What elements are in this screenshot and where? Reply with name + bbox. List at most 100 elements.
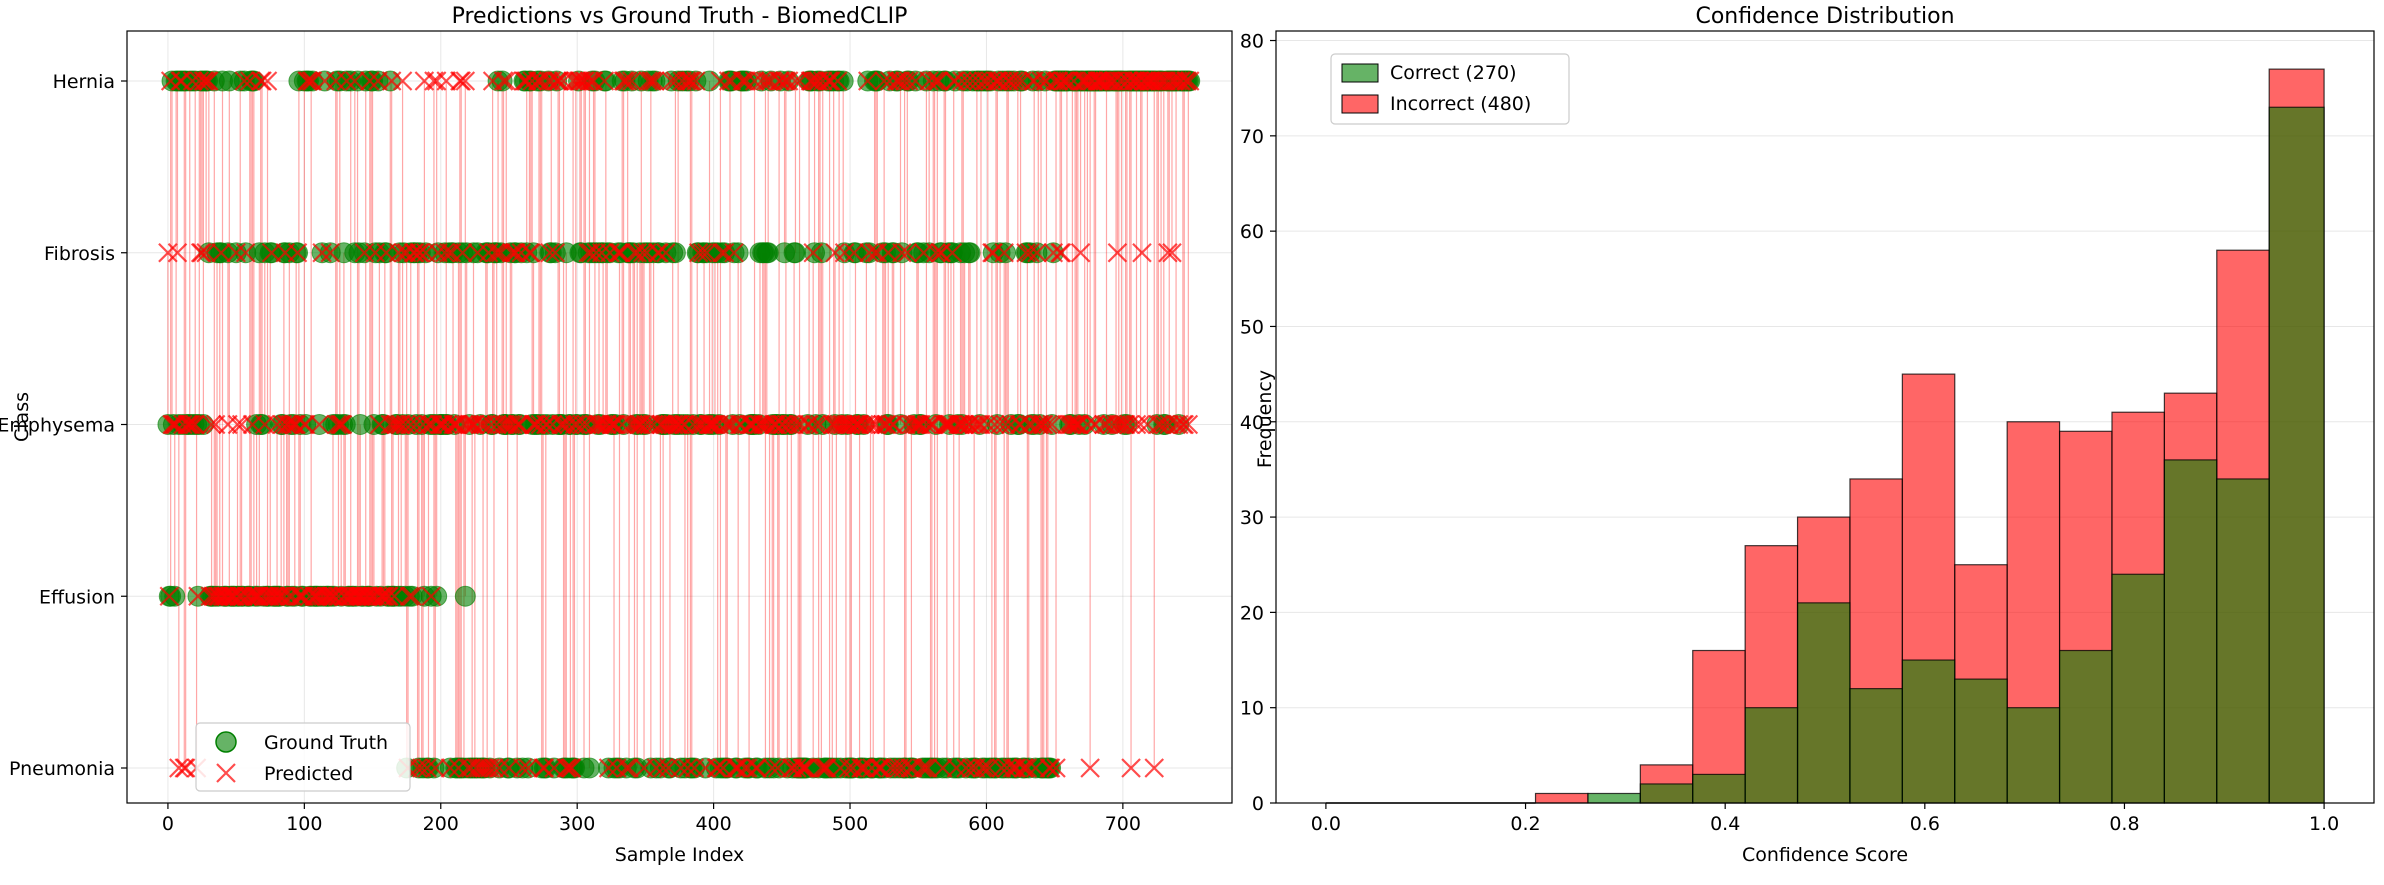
predicted-x-mark (1132, 242, 1152, 263)
predicted-x-mark (972, 758, 993, 778)
predicted-point (425, 758, 446, 778)
predicted-x-mark (521, 242, 541, 263)
predicted-x-mark (1040, 758, 1061, 778)
predicted-point (575, 71, 596, 91)
predicted-point (501, 242, 522, 263)
predicted-x-mark (1171, 71, 1192, 91)
predicted-x-mark (575, 71, 596, 91)
predicted-x-mark (549, 71, 570, 91)
legend-correct-label: Correct (270) (1390, 62, 1516, 84)
right-chart-title: Confidence Distribution (1695, 4, 1954, 29)
predicted-point (319, 586, 339, 607)
predicted-point (834, 242, 855, 263)
predicted-x-mark (672, 71, 693, 91)
predicted-point (1008, 71, 1028, 91)
predicted-x-mark (586, 242, 607, 263)
predicted-x-mark (379, 586, 399, 607)
predicted-point (1147, 71, 1167, 91)
predicted-point (682, 71, 702, 91)
ground-truth-point (578, 757, 600, 779)
predicted-x-mark (956, 758, 976, 778)
predicted-point (332, 414, 353, 435)
predicted-point (905, 71, 926, 91)
ground-truth-point (832, 70, 854, 92)
predicted-point (360, 71, 380, 91)
predicted-point (787, 758, 807, 778)
predicted-x-mark (915, 758, 935, 778)
predicted-point (692, 242, 713, 263)
y-tick-label: 50 (1240, 316, 1264, 338)
predicted-x-mark (1144, 758, 1165, 778)
predicted-point (278, 414, 298, 435)
predicted-point (1130, 414, 1151, 435)
predicted-x-mark (605, 414, 626, 435)
predicted-x-mark (440, 758, 461, 778)
predicted-x-mark (692, 242, 713, 263)
predicted-point (995, 414, 1016, 435)
predicted-point (859, 242, 879, 263)
predicted-point (916, 414, 937, 435)
predicted-point (485, 242, 506, 263)
predicted-point (199, 71, 219, 91)
predicted-x-mark (435, 242, 455, 263)
predicted-point (510, 414, 530, 435)
predicted-point (724, 242, 744, 263)
predicted-point (537, 414, 557, 435)
predicted-point (611, 242, 631, 263)
predicted-point (645, 71, 665, 91)
y-tick-label: Hernia (53, 71, 115, 93)
correct-bar (2268, 106, 2325, 804)
predicted-point (417, 758, 437, 778)
predicted-point (451, 71, 472, 91)
predicted-point (387, 414, 407, 435)
predicted-x-mark (591, 242, 612, 263)
predicted-x-mark (817, 758, 837, 778)
predicted-x-mark (531, 71, 552, 91)
predicted-point (933, 758, 953, 778)
right-x-ticks: 0.0 0.2 0.4 0.6 0.8 1.0 (1311, 803, 2339, 835)
predicted-x-mark (1048, 71, 1069, 91)
predicted-point (1171, 71, 1192, 91)
predicted-point (767, 758, 788, 778)
predicted-point (455, 71, 476, 91)
predicted-point (827, 71, 848, 91)
predicted-x-mark (360, 71, 380, 91)
correct-bar (2163, 459, 2218, 804)
predicted-x-mark (345, 71, 365, 91)
right-axes-frame (1275, 30, 2375, 804)
predicted-point (901, 414, 922, 435)
predicted-point (1121, 758, 1141, 778)
predicted-point (714, 242, 735, 263)
predicted-point (852, 758, 873, 778)
predicted-point (518, 758, 538, 778)
predicted-point (531, 71, 552, 91)
predicted-x-mark (1178, 414, 1199, 435)
predicted-x-mark (1159, 414, 1180, 435)
predicted-x-mark (226, 242, 246, 263)
predicted-point (803, 242, 823, 263)
predicted-x-mark (1169, 414, 1189, 435)
predicted-point (919, 71, 939, 91)
predicted-point (1043, 242, 1064, 263)
predicted-point (594, 71, 615, 91)
predicted-x-mark (707, 758, 728, 778)
y-tick-label: 0 (1252, 793, 1264, 815)
predicted-point (975, 758, 995, 778)
predicted-point (912, 758, 933, 778)
y-tick-label: 70 (1240, 126, 1264, 148)
predicted-point (1080, 758, 1100, 778)
predicted-point (511, 242, 532, 263)
predicted-point (890, 71, 911, 91)
predicted-point (158, 242, 178, 263)
predicted-x-mark (890, 71, 911, 91)
predicted-x-mark (218, 414, 238, 435)
predicted-x-mark (484, 758, 504, 778)
legend-ground-truth-marker (215, 731, 237, 753)
predicted-x-mark (755, 71, 776, 91)
predicted-point (791, 414, 811, 435)
predicted-x-mark (375, 586, 395, 607)
predicted-point (776, 71, 796, 91)
predicted-x-mark (722, 414, 743, 435)
predicted-point (167, 242, 188, 263)
predicted-x-mark (510, 414, 530, 435)
